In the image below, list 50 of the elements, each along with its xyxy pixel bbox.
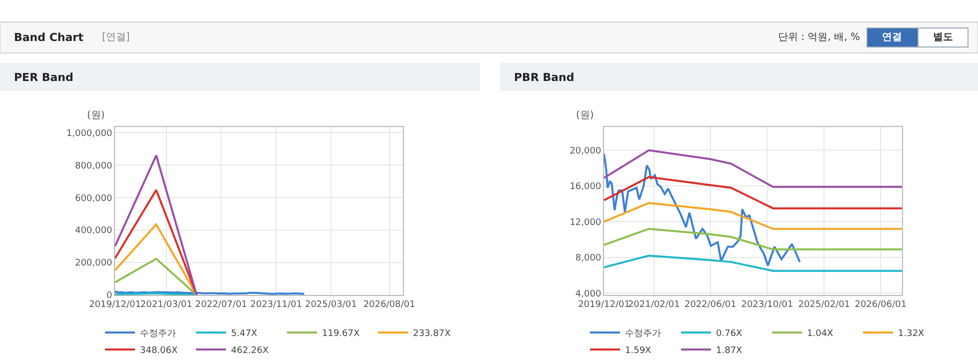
x-tick-label: 2026/06/01 bbox=[854, 300, 907, 310]
x-tick-label: 2026/08/01 bbox=[363, 300, 416, 310]
text: Band Chart bbox=[14, 31, 84, 44]
y-tick-label: 4,000 bbox=[575, 289, 602, 300]
legend-label: 수정주가 bbox=[140, 329, 176, 340]
x-tick-label: 2022/07/01 bbox=[195, 300, 248, 310]
legend-label: 348.06X bbox=[140, 346, 178, 356]
text: 단위 : 억원, 배, % bbox=[778, 32, 860, 43]
legend-label: 5.47X bbox=[231, 329, 258, 340]
x-tick-label: 2021/03/01 bbox=[140, 300, 192, 310]
chart-title: PBR Band bbox=[514, 71, 574, 84]
y-tick-label: 16,000 bbox=[570, 182, 602, 192]
y-tick-label: 20,000 bbox=[570, 146, 602, 156]
line-series bbox=[604, 176, 902, 210]
line-series bbox=[604, 149, 902, 188]
y-tick-label: 600,000 bbox=[74, 194, 112, 204]
text: 연결 bbox=[882, 32, 902, 43]
line-series bbox=[604, 202, 902, 230]
line-series bbox=[604, 254, 902, 272]
legend-label: 0.76X bbox=[716, 329, 742, 340]
legend-label: 1.04X bbox=[807, 329, 834, 340]
text: [연결] bbox=[102, 32, 130, 43]
chart-title: PER Band bbox=[14, 71, 74, 84]
y-tick-label: 12,000 bbox=[570, 218, 602, 228]
y-tick-label: 800,000 bbox=[74, 161, 112, 172]
y-tick-label: 1,000,000 bbox=[66, 128, 112, 139]
legend-label: 수정주가 bbox=[625, 329, 661, 340]
legend-label: 1.87X bbox=[716, 346, 742, 356]
legend-label: 233.87X bbox=[413, 329, 451, 340]
legend-label: 1.59X bbox=[625, 346, 652, 356]
x-tick-label: 2023/10/01 bbox=[741, 300, 794, 310]
legend-label: 119.67X bbox=[322, 329, 360, 340]
x-tick-label: 2025/02/01 bbox=[798, 300, 850, 310]
x-tick-label: 2021/02/01 bbox=[628, 300, 680, 310]
y-tick-label: 8,000 bbox=[575, 254, 602, 264]
x-tick-label: 2019/12/01 bbox=[89, 300, 141, 310]
y-tick-label: 200,000 bbox=[74, 258, 112, 269]
x-tick-label: 2022/06/01 bbox=[684, 300, 736, 310]
x-tick-label: 2023/11/01 bbox=[250, 300, 302, 310]
y-tick-label: 0 bbox=[106, 291, 112, 302]
text: 별도 bbox=[933, 32, 953, 43]
line-series bbox=[604, 228, 902, 250]
line-series bbox=[604, 152, 801, 267]
x-tick-label: 2019/12/01 bbox=[578, 300, 630, 310]
y-tick-label: 400,000 bbox=[74, 226, 112, 236]
legend-label: 1.32X bbox=[898, 329, 924, 340]
x-tick-label: 2025/03/01 bbox=[304, 300, 357, 310]
y-axis-title: (원) bbox=[87, 110, 105, 121]
y-axis-title: (원) bbox=[576, 110, 594, 121]
legend-label: 462.26X bbox=[231, 346, 269, 356]
